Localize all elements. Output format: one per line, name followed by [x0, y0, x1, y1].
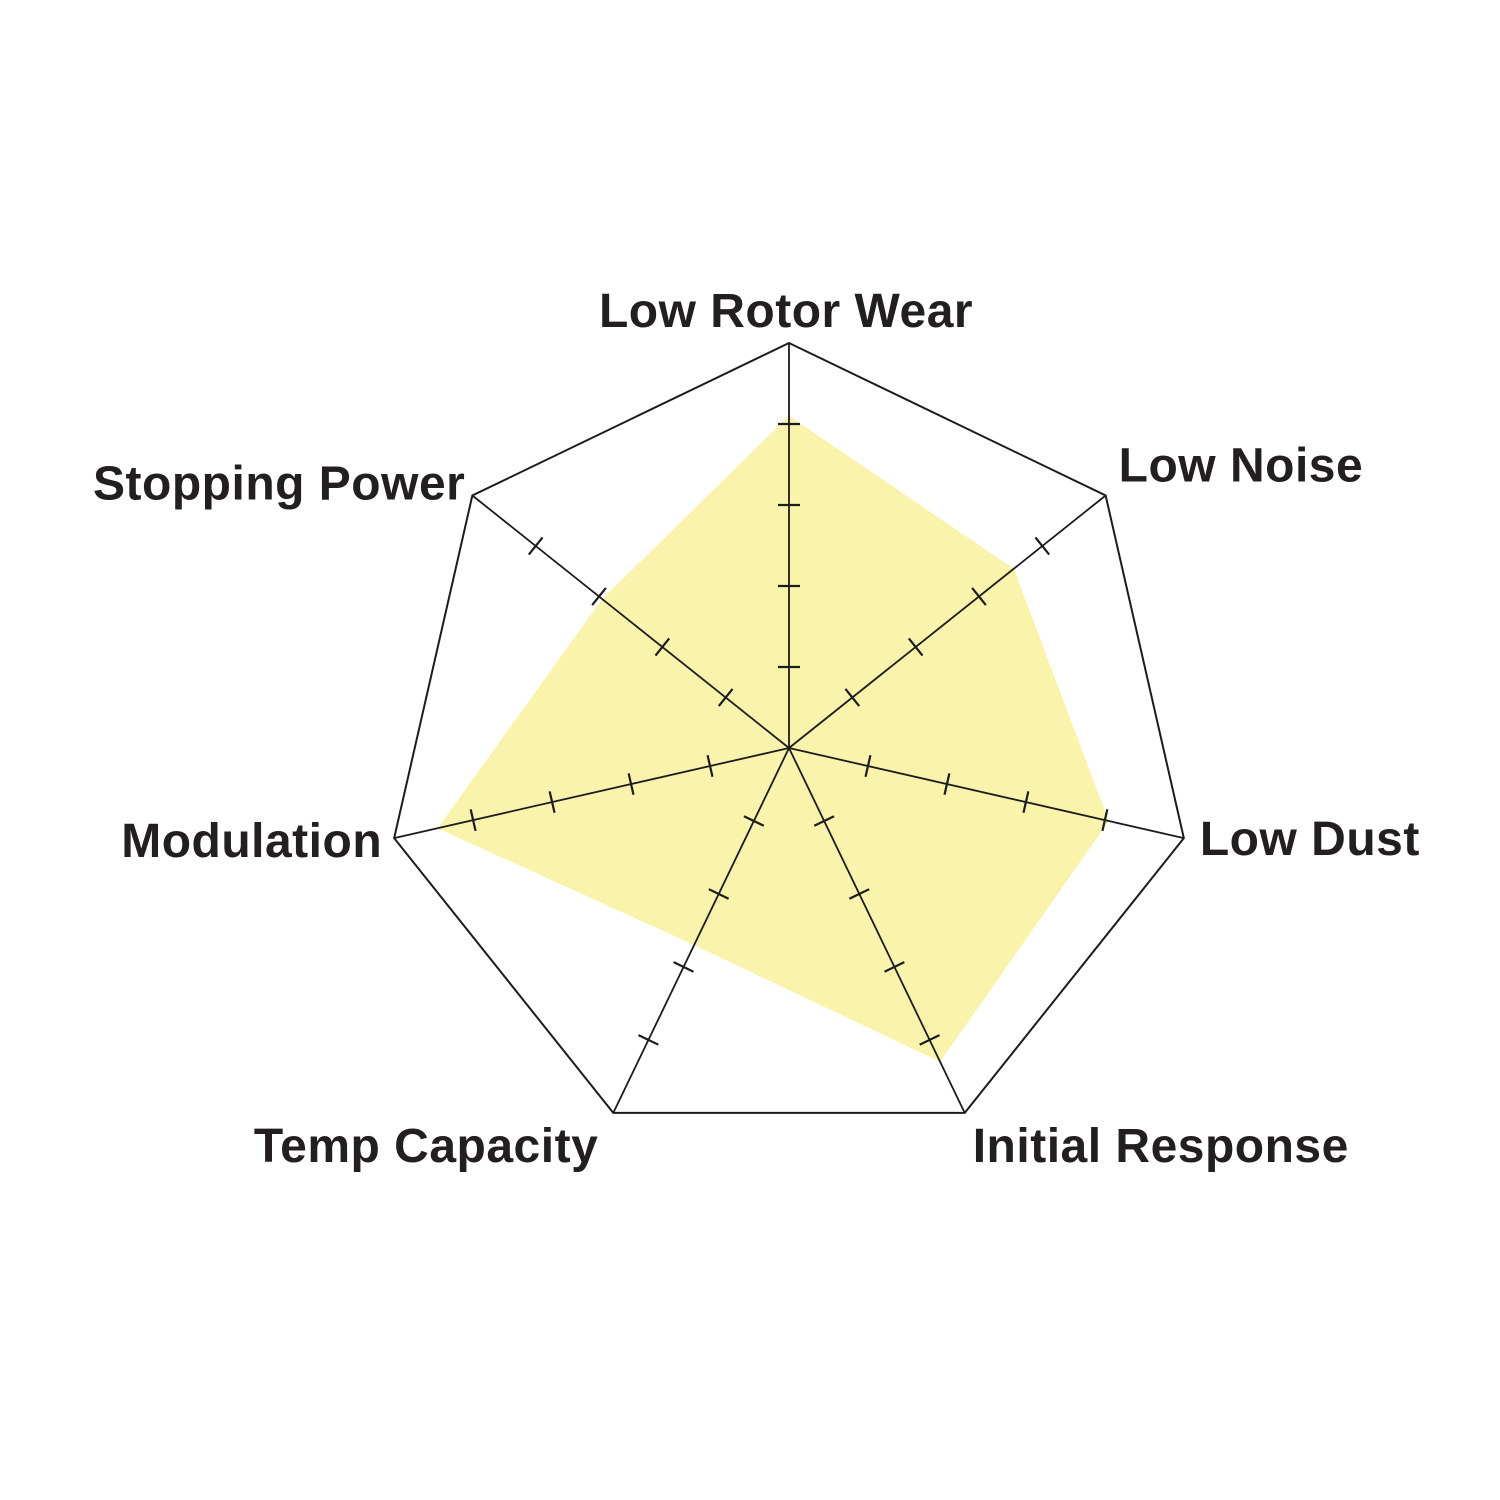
tick-mark	[654, 637, 671, 657]
axis-line	[788, 747, 966, 1114]
tick-mark	[548, 791, 556, 814]
tick-mark	[627, 773, 635, 796]
tick-mark	[844, 688, 861, 707]
axis-label-low-noise: Low Noise	[1119, 439, 1364, 492]
tick-mark	[848, 888, 870, 900]
tick-mark	[717, 688, 734, 707]
tick-mark	[884, 961, 905, 973]
tick-mark	[638, 1034, 659, 1046]
tick-mark	[864, 755, 872, 777]
axis-line	[788, 747, 1185, 839]
tick-mark	[527, 536, 544, 556]
tick-mark	[971, 587, 987, 606]
tick-mark	[591, 587, 607, 606]
axis-label-stopping-power: Stopping Power	[93, 457, 465, 510]
tick-mark	[706, 755, 714, 777]
axis-line	[788, 494, 1107, 749]
tick-mark	[708, 888, 730, 900]
axis-label-modulation: Modulation	[121, 815, 382, 868]
tick-mark	[1022, 791, 1030, 814]
tick-mark	[673, 961, 694, 973]
axis-line	[612, 747, 790, 1114]
tick-mark	[1034, 536, 1051, 556]
axis-label-low-dust: Low Dust	[1200, 813, 1420, 866]
axis-line	[393, 747, 790, 839]
axis-label-low-rotor-wear: Low Rotor Wear	[599, 285, 973, 338]
tick-mark	[469, 809, 477, 832]
tick-mark	[919, 1034, 940, 1046]
tick-mark	[743, 815, 765, 827]
tick-mark	[1101, 809, 1109, 832]
tick-mark	[943, 773, 951, 796]
axis-label-initial-response: Initial Response	[973, 1120, 1349, 1173]
data-polygon	[437, 415, 1109, 1062]
tick-mark	[907, 637, 924, 657]
tick-mark	[813, 815, 835, 827]
outer-ring	[393, 341, 1185, 1114]
axis-label-temp-capacity: Temp Capacity	[254, 1120, 598, 1173]
axis-line	[471, 494, 790, 749]
